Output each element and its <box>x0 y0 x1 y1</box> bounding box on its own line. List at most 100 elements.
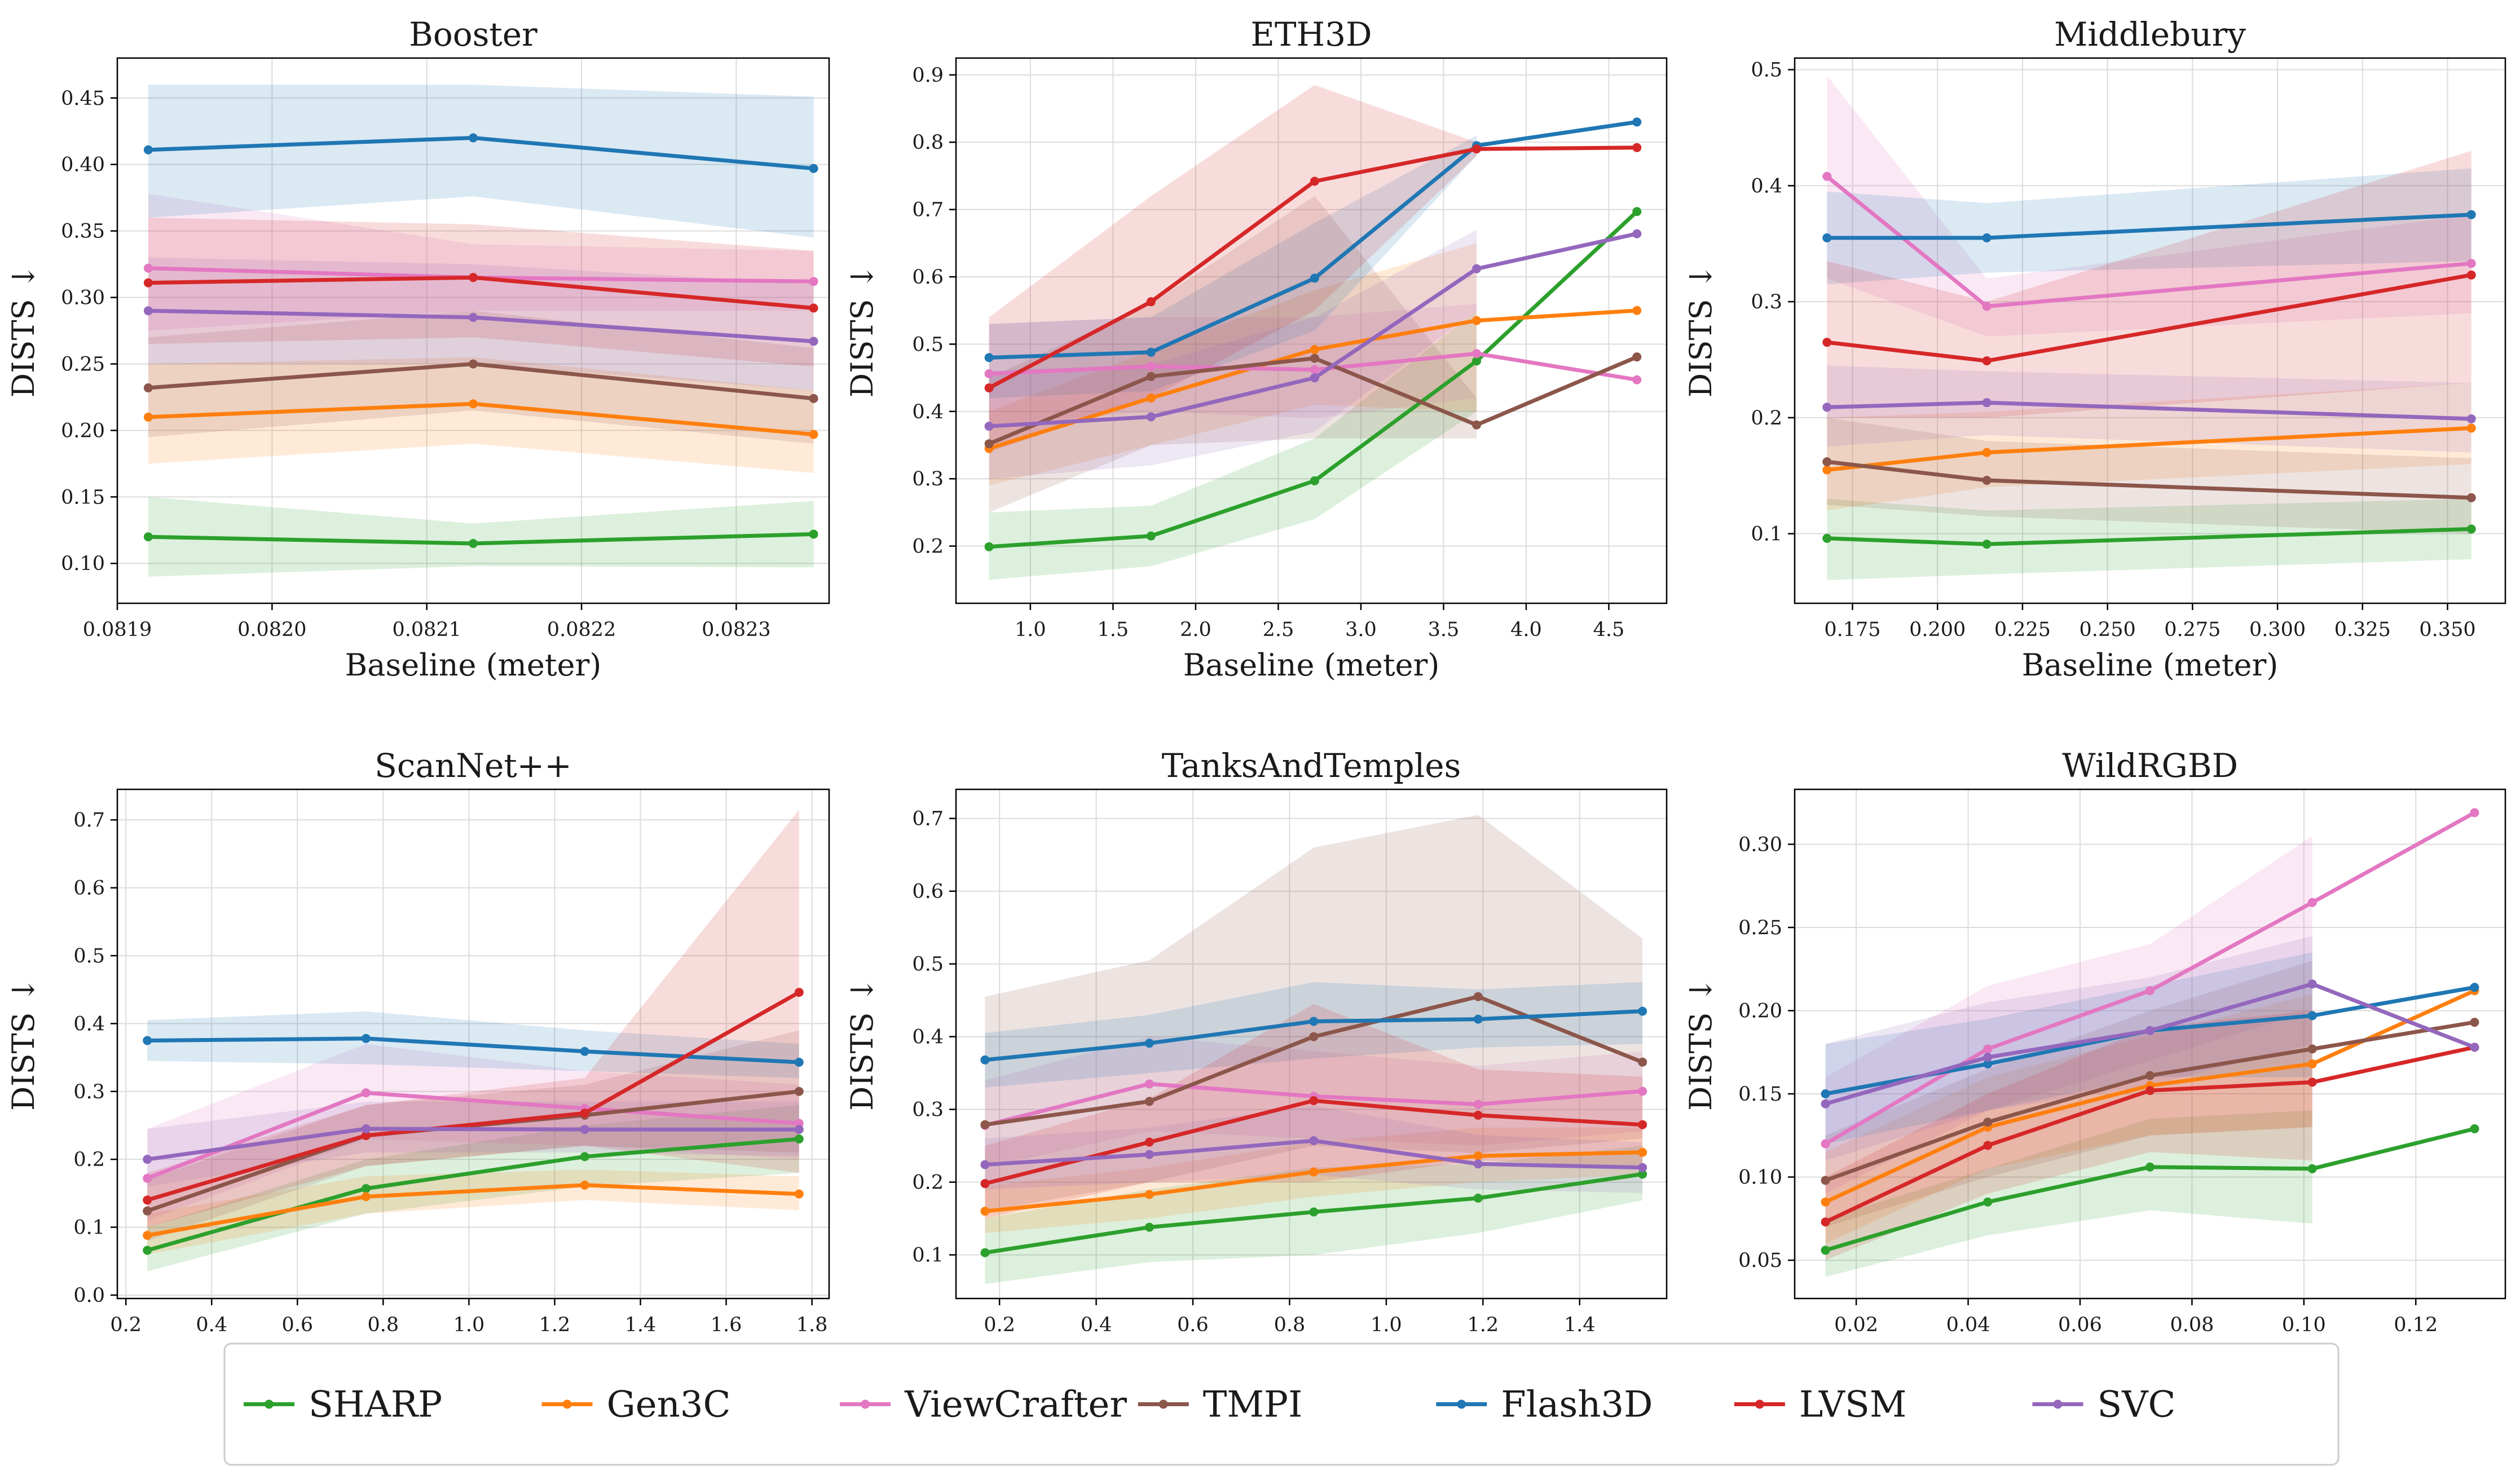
y-tick-label: 0.40 <box>61 154 105 176</box>
y-tick-label: 0.6 <box>912 266 944 289</box>
x-tick-label: 0.8 <box>368 1314 399 1336</box>
y-tick-label: 0.25 <box>1738 917 1782 939</box>
x-tick-label: 0.0823 <box>702 619 770 641</box>
x-tick-label: 1.0 <box>1015 619 1046 641</box>
x-tick-label: 0.02 <box>1834 1314 1878 1336</box>
x-tick-label: 0.250 <box>2080 619 2136 641</box>
point-tmpi <box>1821 1176 1830 1185</box>
y-tick-label: 0.5 <box>912 333 944 356</box>
legend-item-lvsm: LVSM <box>1734 1384 1906 1426</box>
x-tick-label: 0.350 <box>2419 619 2475 641</box>
x-tick-label: 0.275 <box>2164 619 2221 641</box>
subplot-wildrgbd: 0.02 0.04 0.06 0.08 0.10 0.12 0.05 0.10 0.15 0.20… <box>1683 747 2506 1378</box>
y-tick-label: 0.1 <box>1751 523 1782 546</box>
point-gen3c <box>1632 306 1642 315</box>
legend-label: ViewCrafter <box>904 1384 1127 1426</box>
y-tick-label: 0.4 <box>73 1013 105 1035</box>
y-tick-label: 0.45 <box>61 87 105 110</box>
band-sharp <box>989 310 1477 580</box>
band-gen3c <box>989 243 1477 486</box>
y-axis-label: DISTS ↓ <box>844 977 880 1111</box>
point-lvsm <box>580 1108 589 1118</box>
point-flash3d <box>2466 210 2476 219</box>
point-tmpi <box>809 394 818 403</box>
x-tick-label: 0.0822 <box>547 619 616 641</box>
point-svc <box>809 337 818 346</box>
y-tick-label: 0.8 <box>912 131 944 154</box>
x-tick-label: 1.4 <box>1564 1314 1596 1336</box>
point-tmpi <box>1472 420 1482 430</box>
legend-item-gen3c: Gen3C <box>541 1384 730 1426</box>
x-tick-label: 0.225 <box>1994 619 2051 641</box>
point-flash3d <box>580 1046 589 1056</box>
y-tick-label: 0.1 <box>912 1244 944 1267</box>
point-gen3c <box>143 412 153 422</box>
plot-frame <box>1794 788 2506 1300</box>
subplot-title: TanksAndTemples <box>1162 747 1461 785</box>
subplot-booster: 0.0819 0.0820 0.0821 0.0822 0.0823 0.10 0.15 0.… <box>6 15 830 683</box>
point-viewcrafter <box>361 1088 371 1098</box>
plot-area <box>117 58 829 603</box>
point-sharp <box>1473 1193 1483 1203</box>
band-gen3c <box>147 1169 799 1255</box>
point-gen3c <box>2466 423 2476 433</box>
point-tmpi <box>1144 1097 1154 1106</box>
legend-marker <box>1158 1399 1168 1409</box>
line-gen3c <box>145 1183 801 1238</box>
x-tick-label: 1.6 <box>711 1314 742 1336</box>
legend-marker <box>265 1399 274 1409</box>
legend-label: Flash3D <box>1501 1384 1653 1426</box>
legend-item-tmpi: TMPI <box>1138 1384 1303 1426</box>
y-tick-label: 0.2 <box>1751 407 1782 430</box>
point-tmpi <box>1632 352 1642 362</box>
point-flash3d <box>1310 273 1319 283</box>
y-tick-label: 0.7 <box>73 809 105 832</box>
line-lvsm <box>145 990 801 1202</box>
x-tick-label: 0.0820 <box>237 619 306 641</box>
x-tick-label: 1.5 <box>1098 619 1129 641</box>
point-viewcrafter <box>1982 302 1992 311</box>
band-tmpi <box>1827 417 2471 534</box>
point-tmpi <box>2466 493 2476 502</box>
point-flash3d <box>809 164 818 173</box>
subplot-title: Booster <box>409 15 538 54</box>
point-sharp <box>1638 1169 1647 1179</box>
point-lvsm <box>1146 297 1156 307</box>
x-tick-label: 0.08 <box>2170 1314 2214 1336</box>
y-tick-label: 0.5 <box>912 953 944 976</box>
point-lvsm <box>1310 176 1319 186</box>
legend-label: SVC <box>2097 1384 2175 1426</box>
point-svc <box>1983 1053 1993 1062</box>
legend-label: TMPI <box>1203 1384 1303 1426</box>
x-tick-label: 1.2 <box>539 1314 571 1336</box>
point-viewcrafter <box>2307 898 2317 907</box>
point-tmpi <box>2470 1018 2479 1027</box>
y-tick-label: 0.3 <box>912 1099 944 1121</box>
y-tick-label: 0.10 <box>1738 1167 1782 1189</box>
point-lvsm <box>2307 1077 2317 1087</box>
point-sharp <box>143 1246 152 1255</box>
legend: SHARP Gen3C ViewCrafter TMPI Flash3D LVSM SVC <box>223 1342 2340 1466</box>
band-sharp <box>1825 1110 2312 1277</box>
y-tick-label: 0.1 <box>73 1217 105 1239</box>
y-tick-label: 0.05 <box>1738 1249 1782 1272</box>
x-tick-label: 0.325 <box>2334 619 2391 641</box>
point-sharp <box>2470 1124 2479 1133</box>
plot-frame <box>955 788 1668 1300</box>
point-tmpi <box>1638 1057 1647 1067</box>
point-tmpi <box>1309 1032 1319 1041</box>
point-gen3c <box>1310 344 1319 354</box>
point-flash3d <box>1982 233 1992 242</box>
x-tick-label: 0.12 <box>2394 1314 2438 1336</box>
plot-frame <box>116 57 830 604</box>
point-flash3d <box>980 1055 990 1065</box>
x-tick-label: 1.2 <box>1467 1314 1499 1336</box>
point-viewcrafter <box>143 263 153 273</box>
y-axis-label: DISTS ↓ <box>6 264 41 398</box>
point-svc <box>1310 373 1319 383</box>
point-tmpi <box>2307 1044 2317 1054</box>
point-svc <box>1473 1159 1483 1169</box>
x-tick-label: 0.0821 <box>392 619 461 641</box>
point-flash3d <box>143 145 153 154</box>
